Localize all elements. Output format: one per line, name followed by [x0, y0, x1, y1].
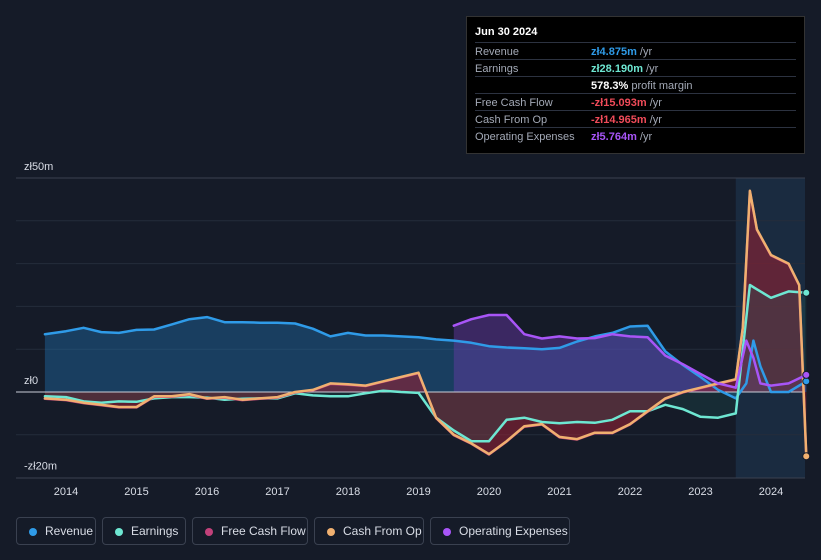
- legend-label: Revenue: [45, 524, 94, 538]
- tooltip-row-value: -zł15.093m /yr: [591, 97, 662, 109]
- legend-label: Free Cash Flow: [221, 524, 306, 538]
- tooltip-row-value: -zł14.965m /yr: [591, 114, 662, 126]
- free-cash-flow-line: [43, 190, 808, 458]
- tooltip-panel: Jun 30 2024 Revenue zł4.875m /yr Earnings z…: [466, 16, 805, 154]
- y-tick-label: -zł20m: [24, 461, 57, 473]
- legend-dot-icon: [115, 528, 123, 536]
- tooltip-row-label: Revenue: [475, 46, 520, 58]
- tooltip-row: 578.3% profit margin: [475, 76, 796, 94]
- tooltip-row-value: zł4.875m /yr: [591, 46, 653, 58]
- tooltip-row-label: Earnings: [475, 63, 519, 75]
- operating-expenses-end-point: [802, 370, 811, 379]
- legend-label: Operating Expenses: [459, 524, 568, 538]
- legend-item-earnings[interactable]: Earnings: [102, 517, 186, 545]
- x-tick-label: 2019: [406, 486, 430, 498]
- legend-label: Earnings: [131, 524, 179, 538]
- tooltip-row: Earnings zł28.190m /yr: [475, 59, 796, 77]
- y-tick-label: zł50m: [24, 161, 53, 173]
- revenue-line: [43, 315, 808, 400]
- x-tick-label: 2015: [124, 486, 148, 498]
- legend-item-free-cash-flow[interactable]: Free Cash Flow: [192, 517, 308, 545]
- tooltip-row-label: Operating Expenses: [475, 131, 575, 143]
- legend-dot-icon: [29, 528, 37, 536]
- tooltip-row: Cash From Op -zł14.965m /yr: [475, 110, 796, 128]
- x-tick-label: 2023: [688, 486, 712, 498]
- earnings-area: [44, 285, 807, 442]
- tooltip-row: Free Cash Flow -zł15.093m /yr: [475, 93, 796, 111]
- legend-label: Cash From Op: [343, 524, 422, 538]
- x-tick-label: 2014: [54, 486, 78, 498]
- legend-item-revenue[interactable]: Revenue: [16, 517, 96, 545]
- x-tick-label: 2022: [618, 486, 642, 498]
- cash-from-op-end-point: [802, 452, 811, 461]
- operating-expenses-line: [452, 313, 808, 389]
- tooltip-row-label: Cash From Op: [475, 114, 548, 126]
- cash-from-op-line: [43, 189, 808, 458]
- tooltip-row-value: zł5.764m /yr: [591, 131, 653, 143]
- x-tick-label: 2021: [547, 486, 571, 498]
- x-tick-label: 2016: [195, 486, 219, 498]
- tooltip-date: Jun 30 2024: [475, 26, 538, 38]
- x-tick-label: 2017: [265, 486, 289, 498]
- legend-dot-icon: [327, 528, 335, 536]
- earnings-end-point: [802, 288, 811, 297]
- tooltip-row-label: Free Cash Flow: [475, 97, 553, 109]
- y-tick-label: zł0: [24, 375, 38, 387]
- x-tick-label: 2018: [336, 486, 360, 498]
- earnings-line: [43, 283, 808, 443]
- x-tick-label: 2024: [759, 486, 783, 498]
- legend-dot-icon: [443, 528, 451, 536]
- operating-expenses-area: [453, 315, 807, 392]
- legend-dot-icon: [205, 528, 213, 536]
- revenue-area: [44, 317, 807, 399]
- legend-item-cash-from-op[interactable]: Cash From Op: [314, 517, 424, 545]
- tooltip-row-value: zł28.190m /yr: [591, 63, 659, 75]
- legend-item-operating-expenses[interactable]: Operating Expenses: [430, 517, 570, 545]
- free-cash-flow-area: [44, 191, 807, 457]
- x-tick-label: 2020: [477, 486, 501, 498]
- tooltip-row: Revenue zł4.875m /yr: [475, 42, 796, 60]
- tooltip-row: Operating Expenses zł5.764m /yr: [475, 127, 796, 145]
- tooltip-row-value: 578.3% profit margin: [591, 80, 693, 92]
- chart: zł50m zł0 -zł20m 2014 2015 2016 2017 2018 2019 20…: [16, 161, 811, 498]
